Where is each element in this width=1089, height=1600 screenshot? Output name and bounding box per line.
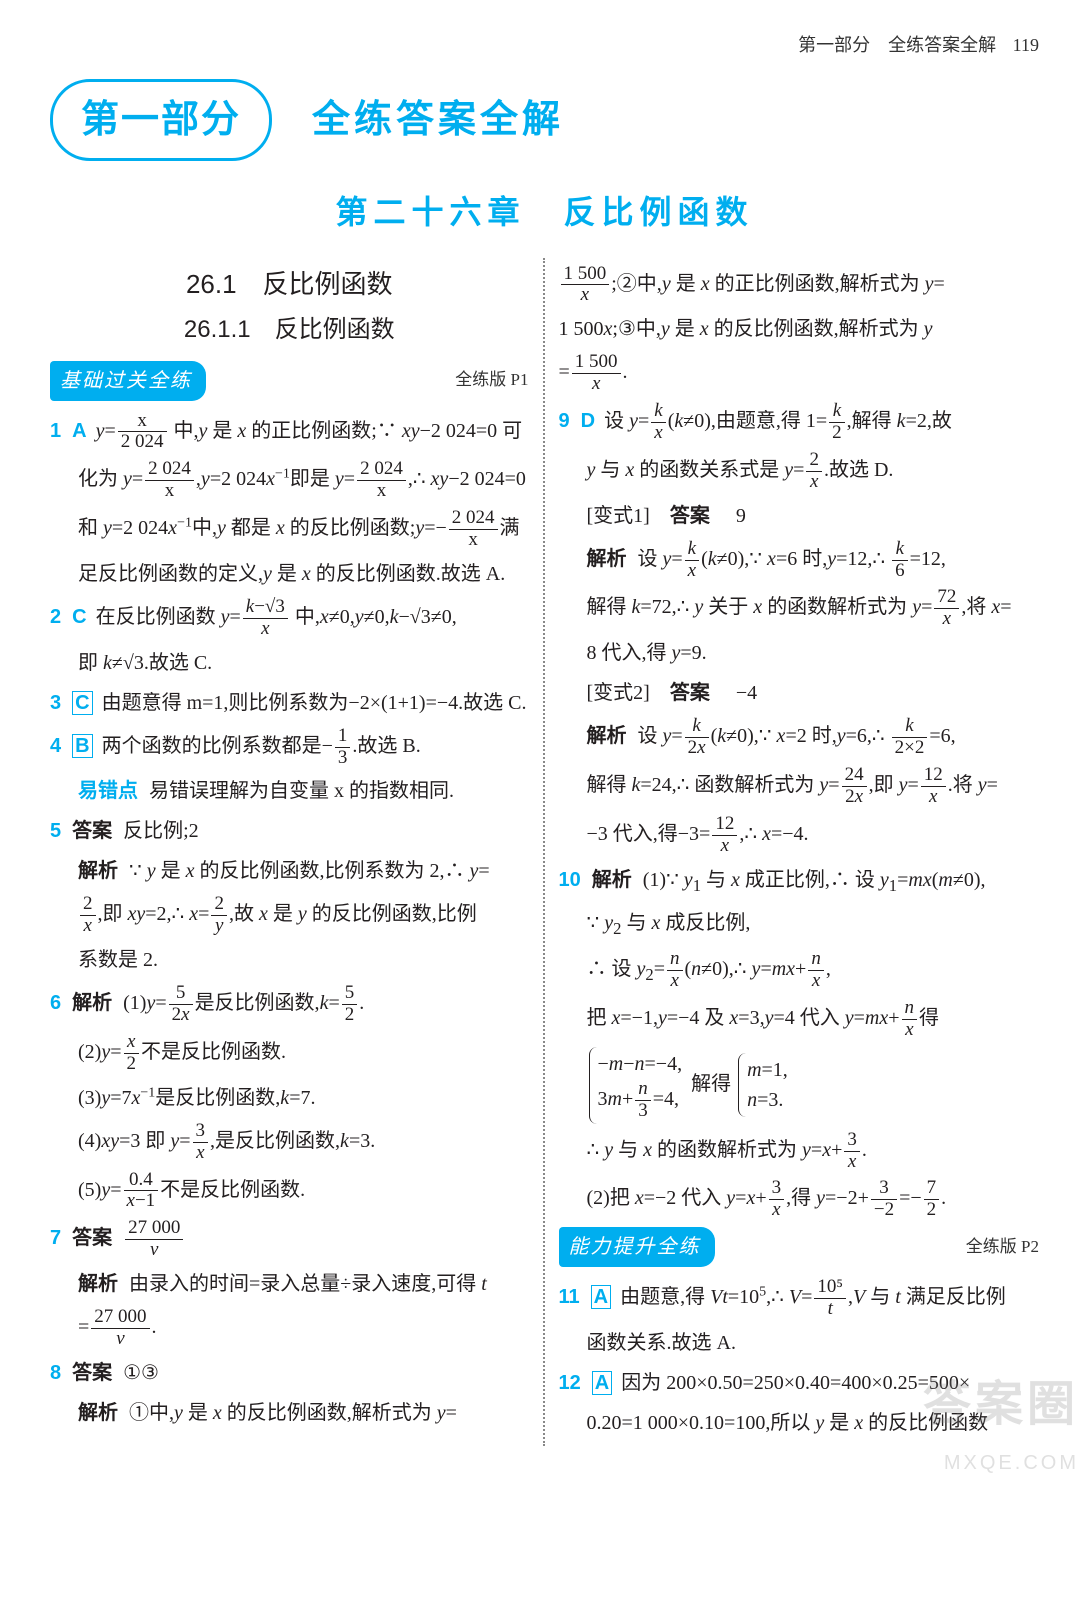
- q8-cont3: =1 500x.: [559, 352, 1040, 395]
- q11-l2: 函数关系.故选 A.: [559, 1326, 1040, 1360]
- q11-opt: A: [591, 1285, 611, 1309]
- q8-cont2: 1 500x;③中,y 是 x 的反比例函数,解析式为 y: [559, 312, 1040, 346]
- band-ability-row: 能力提升全练 全练版 P2: [559, 1227, 1040, 1267]
- q6-p3: (3)y=7x−1是反比例函数,k=7.: [50, 1081, 529, 1115]
- q10-l5: −m−n=−4, 3m+n3=4, 解得 m=1, n=3.: [559, 1047, 1040, 1124]
- q12-opt: A: [592, 1371, 612, 1395]
- q8-num: 8: [50, 1362, 61, 1384]
- brace-right: m=1, n=3.: [738, 1053, 788, 1117]
- page: 第一部分 全练答案全解 119 第一部分 全练答案全解 第二十六章 反比例函数 …: [0, 0, 1089, 1486]
- q7-exp2: =27 000v.: [50, 1307, 529, 1350]
- q1-num: 1: [50, 420, 61, 442]
- q9-v2-exp: 解析 设 y=k2x(k≠0),∵ x=2 时,y=6,∴ k2×2=6,: [559, 716, 1040, 759]
- q6: 6 解析 (1)y=52x是反比例函数,k=52.: [50, 983, 529, 1026]
- q4: 4 B 两个函数的比例系数都是−13.故选 B.: [50, 726, 529, 769]
- q3-num: 3: [50, 692, 61, 714]
- q11-num: 11: [559, 1286, 580, 1308]
- q8-exp-label: 解析: [78, 1402, 118, 1424]
- band-basic-pill: 基础过关全练: [50, 361, 206, 401]
- q1-l2: 化为 y=2 024x,y=2 024x−1即是 y=2 024x,∴ xy−2…: [50, 459, 529, 502]
- q5-answer-label: 答案: [72, 820, 112, 842]
- q5: 5 答案 反比例;2: [50, 814, 529, 848]
- chapter-title: 第二十六章 反比例函数: [50, 185, 1039, 239]
- q1-opt: A: [72, 420, 86, 442]
- subsection-heading: 26.1.1 反比例函数: [50, 310, 529, 351]
- q9-v1-exp: 解析 设 y=kx(k≠0),∵ x=6 时,y=12,∴ k6=12,: [559, 539, 1040, 582]
- q4-tip: 易错点 易错误理解为自变量 x 的指数相同.: [50, 774, 529, 808]
- q9-v2-exp3: −3 代入,得−3=12x,∴ x=−4.: [559, 814, 1040, 857]
- q7-exp: 解析 由录入的时间=录入总量÷录入速度,可得 t: [50, 1267, 529, 1301]
- q5-exp1: 解析 ∵ y 是 x 的反比例函数,比例系数为 2,∴ y=: [50, 854, 529, 888]
- q8: 8 答案 ①③: [50, 1356, 529, 1390]
- q10-l6: ∴ y 与 x 的函数解析式为 y=x+3x.: [559, 1130, 1040, 1173]
- two-column-body: 26.1 反比例函数 26.1.1 反比例函数 基础过关全练 全练版 P1 1 …: [50, 258, 1039, 1446]
- q9-v1: [变式1] 答案 9: [559, 499, 1040, 533]
- q5-exp2: 2x,即 xy=2,∴ x=2y,故 x 是 y 的反比例函数,比例: [50, 894, 529, 937]
- q10-l7: (2)把 x=−2 代入 y=x+3x,得 y=−2+3−2=−72.: [559, 1178, 1040, 1221]
- q7-answer-label: 答案: [72, 1227, 112, 1249]
- q5-exp-label: 解析: [78, 860, 118, 882]
- page-number: 119: [1013, 35, 1039, 55]
- q9-num: 9: [559, 410, 570, 432]
- section-heading: 26.1 反比例函数: [50, 262, 529, 306]
- part-title: 全练答案全解: [312, 88, 564, 153]
- q8-cont1: 1 500x;②中,y 是 x 的正比例函数,解析式为 y=: [559, 264, 1040, 307]
- q2-l2: 即 k≠√3.故选 C.: [50, 646, 529, 680]
- q3: 3 C 由题意得 m=1,则比例系数为−2×(1+1)=−4.故选 C.: [50, 686, 529, 720]
- q10: 10 解析 (1)∵ y1 与 x 成正比例,∴ 设 y1=mx(m≠0),: [559, 863, 1040, 900]
- q6-p5: (5)y=0.4x−1不是反比例函数.: [50, 1170, 529, 1213]
- q1: 1 A y=x2 024 中,y 是 x 的正比例函数;∵ xy−2 024=0…: [50, 411, 529, 454]
- q3-opt: C: [72, 691, 92, 715]
- q1-l3: 和 y=2 024x−1中,y 都是 x 的反比例函数;y=−2 024x满: [50, 508, 529, 551]
- band-ability-pill: 能力提升全练: [559, 1227, 715, 1267]
- q7: 7 答案 27 000v: [50, 1218, 529, 1261]
- q8-exp: 解析 ①中,y 是 x 的反比例函数,解析式为 y=: [50, 1396, 529, 1430]
- q2-num: 2: [50, 606, 61, 628]
- tip-label: 易错点: [78, 780, 138, 802]
- q9-opt: D: [581, 410, 595, 432]
- running-header: 第一部分 全练答案全解 119: [50, 30, 1039, 61]
- q2: 2 C 在反比例函数 y=k−√3x 中,x≠0,y≠0,k−√3≠0,: [50, 597, 529, 640]
- q6-p2: (2)y=x2不是反比例函数.: [50, 1032, 529, 1075]
- q1-l4: 足反比例函数的定义,y 是 x 的反比例函数.故选 A.: [50, 557, 529, 591]
- q6-p4: (4)xy=3 即 y=3x,是反比例函数,k=3.: [50, 1121, 529, 1164]
- q6-exp-label: 解析: [72, 992, 112, 1014]
- q7-num: 7: [50, 1227, 61, 1249]
- q5-num: 5: [50, 820, 61, 842]
- q10-l4: 把 x=−1,y=−4 及 x=3,y=4 代入 y=mx+nx得: [559, 998, 1040, 1041]
- q10-exp-label: 解析: [592, 869, 632, 891]
- q9: 9 D 设 y=kx(k≠0),由题意,得 1=k2,解得 k=2,故: [559, 401, 1040, 444]
- q12-num: 12: [559, 1372, 581, 1394]
- q5-exp3: 系数是 2.: [50, 943, 529, 977]
- q10-l3: ∴ 设 y2=nx(n≠0),∴ y=mx+nx,: [559, 949, 1040, 992]
- left-column: 26.1 反比例函数 26.1.1 反比例函数 基础过关全练 全练版 P1 1 …: [50, 258, 545, 1446]
- q9-v1-exp3: 8 代入,得 y=9.: [559, 636, 1040, 670]
- part-header: 第一部分 全练答案全解: [50, 79, 1039, 162]
- q2-opt: C: [72, 606, 86, 628]
- part-pill: 第一部分: [50, 79, 272, 162]
- q10-num: 10: [559, 869, 581, 891]
- q12: 12 A 因为 200×0.50=250×0.40=400×0.25=500×: [559, 1366, 1040, 1400]
- q11: 11 A 由题意,得 Vt=105,∴ V=10⁵t,V 与 t 满足反比例: [559, 1277, 1040, 1320]
- q7-exp-label: 解析: [78, 1273, 118, 1295]
- running-title: 第一部分 全练答案全解: [798, 35, 996, 55]
- right-column: 1 500x;②中,y 是 x 的正比例函数,解析式为 y= 1 500x;③中…: [545, 258, 1040, 1446]
- q6-num: 6: [50, 992, 61, 1014]
- q4-num: 4: [50, 735, 61, 757]
- q10-l2: ∵ y2 与 x 成反比例,: [559, 906, 1040, 943]
- band-basic-row: 基础过关全练 全练版 P1: [50, 361, 529, 401]
- q9-v2: [变式2] 答案 −4: [559, 676, 1040, 710]
- band-ability-ref: 全练版 P2: [966, 1233, 1039, 1262]
- brace-left: −m−n=−4, 3m+n3=4,: [589, 1047, 683, 1124]
- q12-l2: 0.20=1 000×0.10=100,所以 y 是 x 的反比例函数: [559, 1406, 1040, 1440]
- q8-answer-label: 答案: [72, 1362, 112, 1384]
- q4-opt: B: [72, 734, 92, 758]
- q9-v2-exp2: 解得 k=24,∴ 函数解析式为 y=242x,即 y=12x.将 y=: [559, 765, 1040, 808]
- q9-v1-exp2: 解得 k=72,∴ y 关于 x 的函数解析式为 y=72x,将 x=: [559, 587, 1040, 630]
- q9-l2: y 与 x 的函数关系式是 y=2x.故选 D.: [559, 450, 1040, 493]
- band-basic-ref: 全练版 P1: [455, 366, 528, 395]
